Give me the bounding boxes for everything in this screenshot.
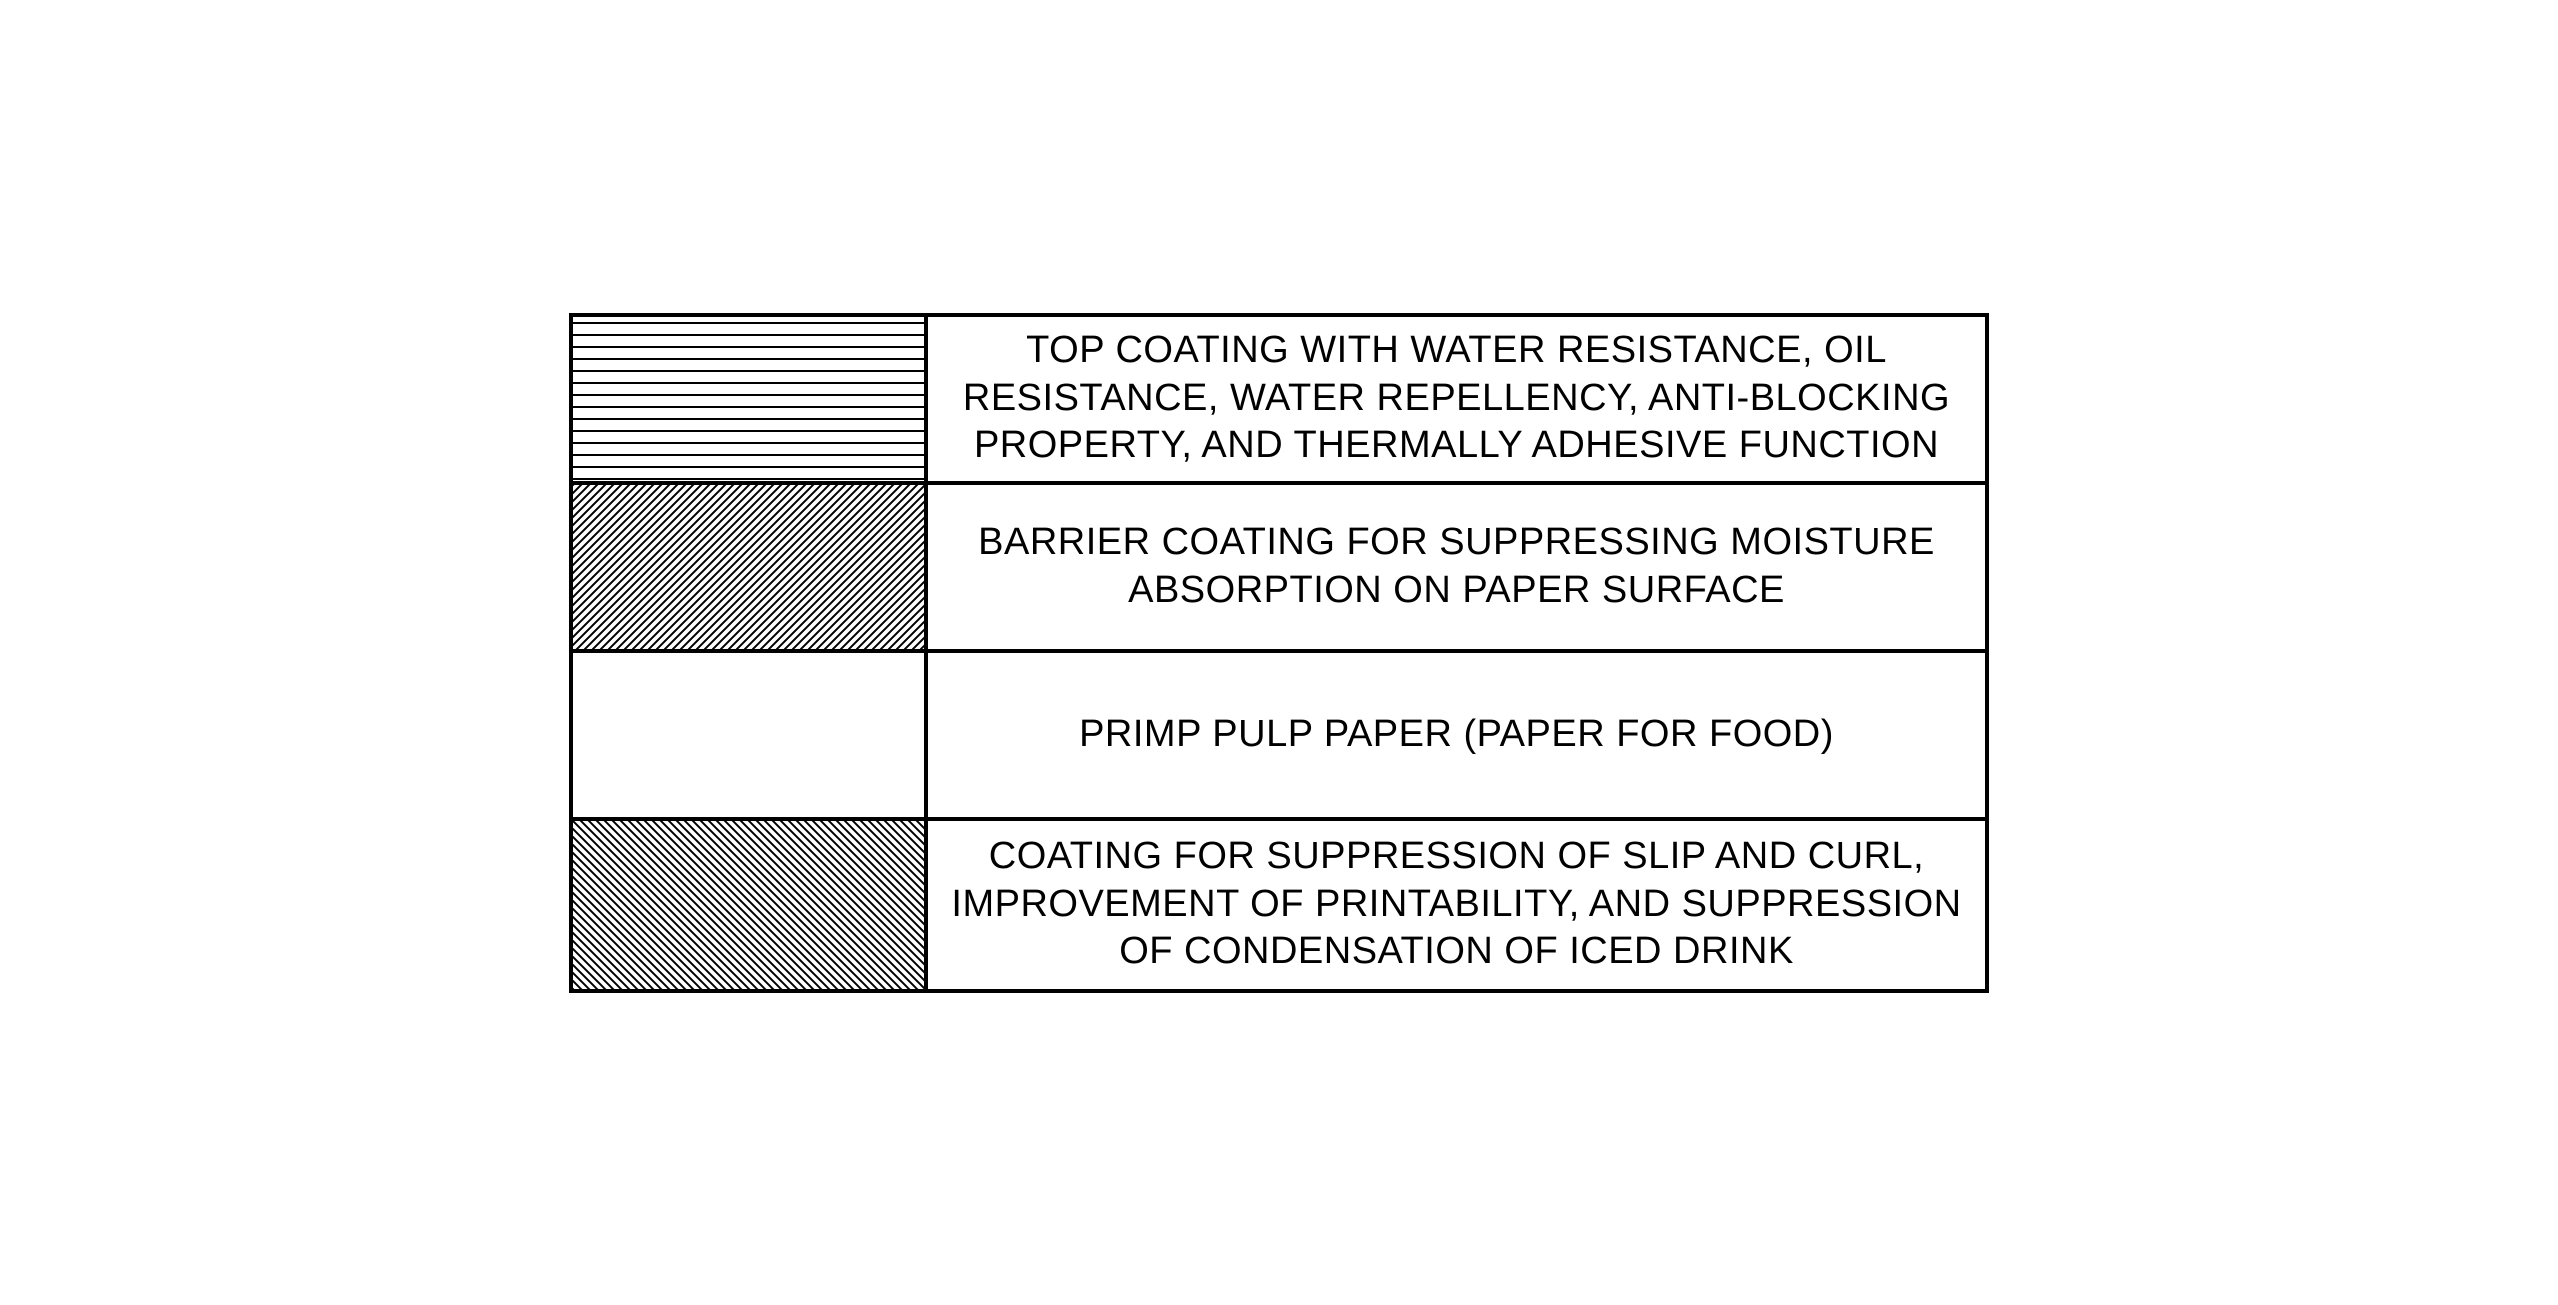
layer-label: TOP COATING WITH WATER RESISTANCE, OIL R… [928,317,1985,481]
layer-row: PRIMP PULP PAPER (PAPER FOR FOOD) [573,653,1985,821]
layer-label: COATING FOR SUPPRESSION OF SLIP AND CURL… [928,821,1985,989]
layer-pattern-swatch [573,653,928,821]
layer-label: BARRIER COATING FOR SUPPRESSING MOISTURE… [928,485,1985,649]
layer-row: BARRIER COATING FOR SUPPRESSING MOISTURE… [573,485,1985,653]
layer-row: TOP COATING WITH WATER RESISTANCE, OIL R… [573,317,1985,485]
layer-pattern-swatch [573,317,928,485]
layer-pattern-swatch [573,485,928,653]
layer-diagram: TOP COATING WITH WATER RESISTANCE, OIL R… [569,313,1989,993]
layer-pattern-swatch [573,821,928,989]
layer-row: COATING FOR SUPPRESSION OF SLIP AND CURL… [573,821,1985,989]
layer-label: PRIMP PULP PAPER (PAPER FOR FOOD) [928,653,1985,817]
